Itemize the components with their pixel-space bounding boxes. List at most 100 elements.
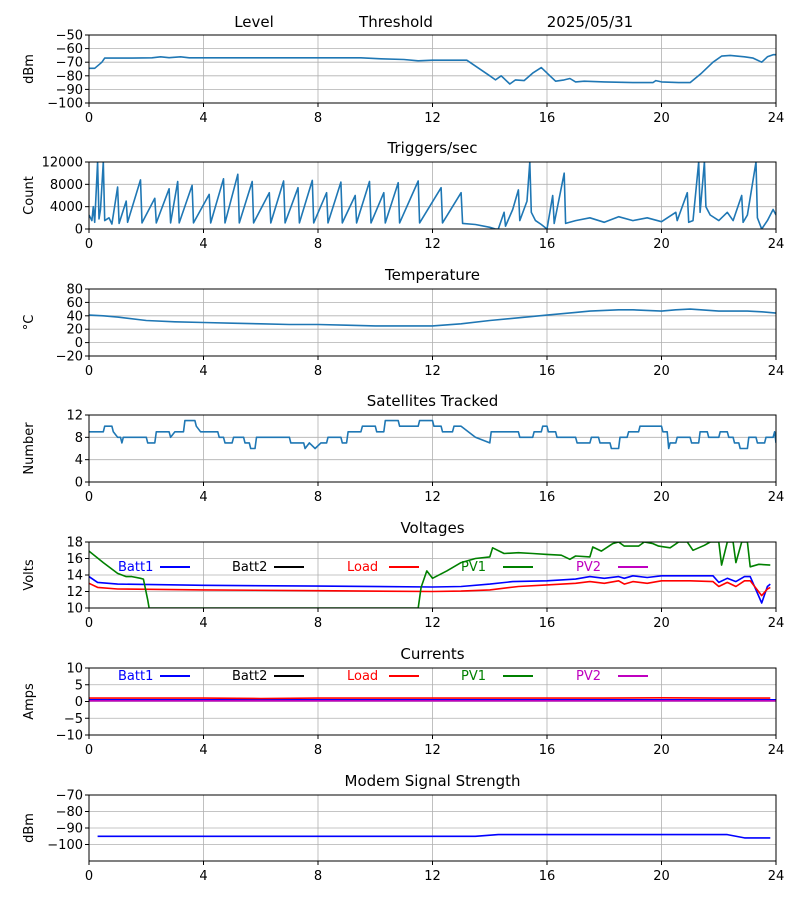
x-tick-label: 4 [199, 111, 207, 126]
y-tick-label: −50 [56, 29, 83, 44]
chart-title: Currents [400, 645, 464, 663]
x-tick-label: 8 [314, 364, 322, 379]
x-tick-label: 0 [85, 237, 93, 252]
y-tick-label: 8 [75, 431, 83, 446]
x-tick-label: 20 [653, 490, 670, 505]
x-tick-label: 20 [653, 743, 670, 758]
y-tick-label: −10 [56, 729, 83, 744]
y-tick-label: 40 [66, 309, 83, 324]
x-tick-label: 4 [199, 743, 207, 758]
panel-modem: 0 4 8 12 16 20 24 −100−90 −80−70 Modem Signal Str… [22, 772, 784, 884]
axis-ticks: 0 4 8 12 16 20 24 −100−90 −80−70 [47, 789, 784, 885]
x-tick-label: 12 [424, 869, 441, 884]
x-tick-label: 0 [85, 490, 93, 505]
series-group [89, 542, 771, 608]
x-tick-label: 8 [314, 743, 322, 758]
y-tick-label: 10 [66, 662, 83, 677]
y-axis-label: Amps [22, 683, 37, 720]
legend: Batt1 Batt2 Load PV1 PV2 [118, 560, 648, 575]
y-tick-label: −80 [56, 69, 83, 84]
y-tick-label: 18 [66, 536, 83, 551]
series-line-0 [97, 833, 771, 839]
legend-label: PV2 [576, 560, 601, 575]
y-tick-label: 16 [66, 552, 83, 567]
gridlines [89, 415, 776, 482]
gridlines [89, 35, 776, 103]
axis-ticks: 0 4 8 12 16 20 24 0 4 8 12 [66, 409, 784, 506]
y-axis-label: °C [22, 315, 37, 331]
y-axis-label: dBm [22, 54, 37, 84]
x-tick-label: 24 [768, 869, 785, 884]
series-group [89, 308, 776, 327]
y-tick-label: −70 [56, 789, 83, 804]
x-tick-label: 16 [539, 490, 556, 505]
axis-ticks: 0 4 8 12 16 20 24 −10 −5 0 510 [56, 662, 785, 759]
y-tick-label: 10 [66, 602, 83, 617]
legend-label: Batt1 [118, 560, 153, 575]
legend-label: Load [347, 669, 378, 684]
x-tick-label: 4 [199, 869, 207, 884]
x-tick-label: 24 [768, 111, 785, 126]
legend: Batt1 Batt2 Load PV1 PV2 [118, 669, 648, 684]
y-tick-label: 12000 [42, 156, 83, 171]
y-tick-label: 0 [75, 476, 83, 491]
x-tick-label: 8 [314, 869, 322, 884]
panel-satellites: 0 4 8 12 16 20 24 0 4 8 12 Satellites Tracked Number [22, 392, 784, 505]
y-tick-label: −70 [56, 56, 83, 71]
x-tick-label: 24 [768, 743, 785, 758]
x-tick-label: 8 [314, 237, 322, 252]
x-tick-label: 4 [199, 364, 207, 379]
x-tick-label: 24 [768, 237, 785, 252]
y-axis-label: Volts [22, 559, 37, 591]
y-tick-label: 4000 [50, 200, 83, 215]
x-tick-label: 8 [314, 616, 322, 631]
y-axis-label: Count [22, 176, 37, 215]
series-group [97, 833, 771, 839]
legend-label: PV2 [576, 669, 601, 684]
series-group [89, 697, 776, 702]
x-tick-label: 20 [653, 237, 670, 252]
x-tick-label: 16 [539, 869, 556, 884]
x-tick-label: 12 [424, 237, 441, 252]
legend-label: PV1 [461, 560, 486, 575]
y-tick-label: 80 [66, 283, 83, 298]
series-line-0 [89, 53, 776, 85]
y-tick-label: 0 [75, 223, 83, 238]
y-tick-label: −100 [47, 97, 83, 112]
y-tick-label: −60 [56, 42, 83, 57]
x-tick-label: 12 [424, 743, 441, 758]
chart-title: Satellites Tracked [367, 392, 498, 410]
x-tick-label: 20 [653, 869, 670, 884]
chart-title: Modem Signal Strength [345, 772, 521, 790]
x-tick-label: 4 [199, 616, 207, 631]
x-tick-label: 12 [424, 111, 441, 126]
x-tick-label: 8 [314, 490, 322, 505]
x-tick-label: 12 [424, 490, 441, 505]
x-tick-label: 4 [199, 237, 207, 252]
gridlines [89, 162, 776, 229]
y-axis-label: Number [22, 422, 37, 475]
series-line-0 [89, 162, 776, 229]
y-tick-label: 20 [66, 323, 83, 338]
y-tick-label: 8000 [50, 178, 83, 193]
x-tick-label: 0 [85, 364, 93, 379]
series-line-1 [89, 580, 771, 597]
x-tick-label: 0 [85, 616, 93, 631]
y-tick-label: −20 [56, 350, 83, 365]
y-tick-label: 0 [75, 336, 83, 351]
y-tick-label: 14 [66, 569, 83, 584]
x-tick-label: 20 [653, 364, 670, 379]
x-tick-label: 20 [653, 616, 670, 631]
header-threshold-label: Threshold [358, 13, 433, 31]
x-tick-label: 24 [768, 364, 785, 379]
legend-label: Batt1 [118, 669, 153, 684]
y-tick-label: 12 [66, 585, 83, 600]
series-group [89, 53, 776, 85]
series-line-2 [89, 542, 771, 608]
gridlines [89, 795, 776, 861]
